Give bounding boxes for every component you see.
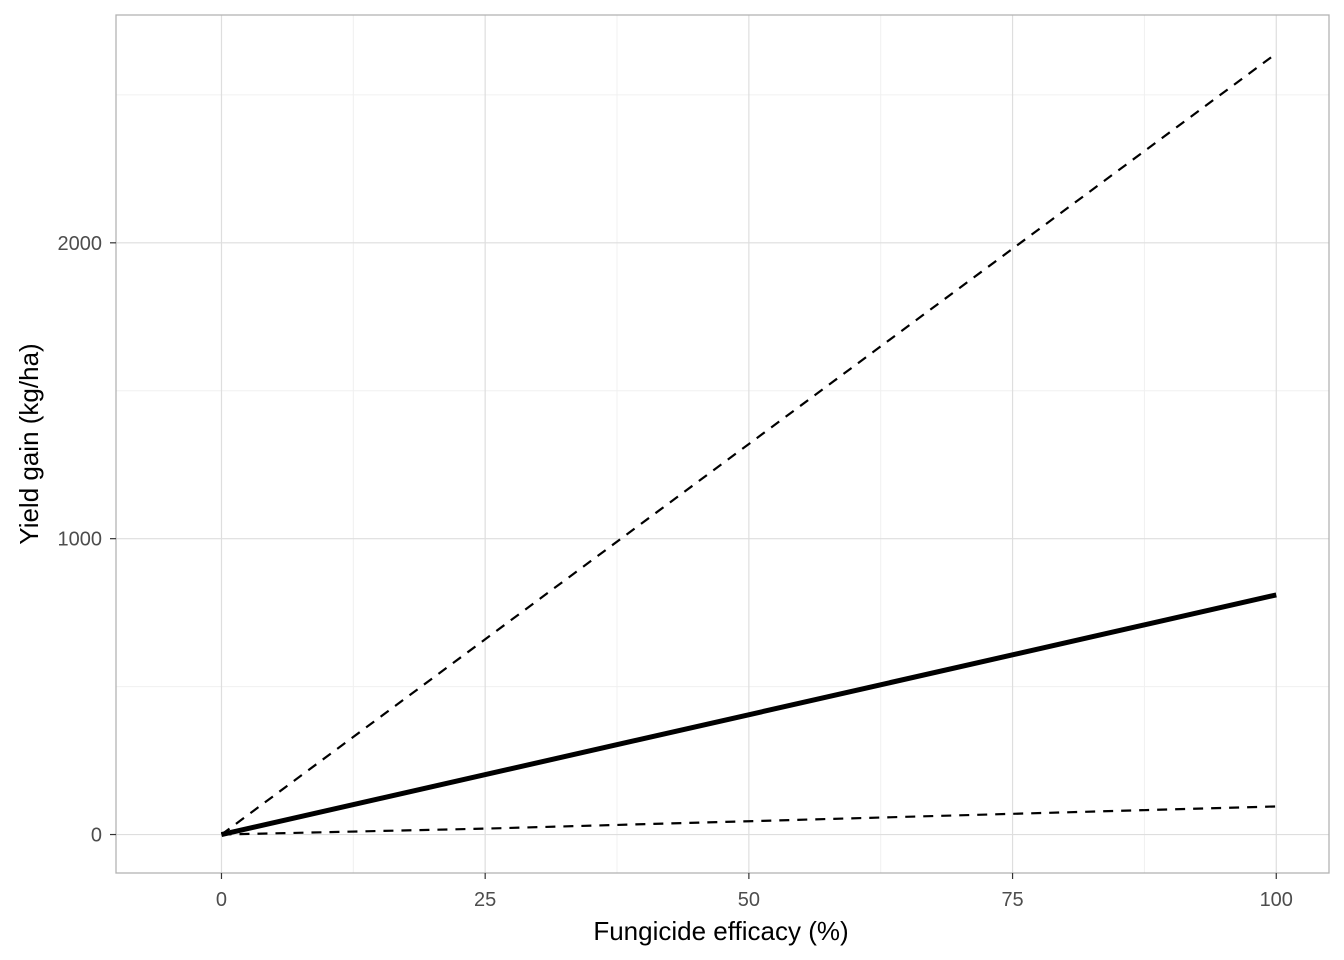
- x-tick-label: 100: [1260, 889, 1293, 911]
- series-line-dashed-2: [220, 52, 1277, 836]
- series-line-solid-1: [220, 592, 1277, 837]
- major-gridlines: [116, 15, 1329, 873]
- y-axis-ticks: 0 1000 2000: [58, 233, 116, 847]
- y-tick-label: 2000: [58, 233, 103, 255]
- x-tick-label: 75: [1001, 889, 1023, 911]
- x-axis-ticks: 0 25 50 75 100: [216, 873, 1293, 911]
- y-tick-label: 1000: [58, 529, 103, 551]
- series-line-dashed-3: [221, 805, 1277, 836]
- y-axis-title: Yield gain (kg/ha): [14, 343, 44, 544]
- panel-border: [115, 14, 1330, 874]
- x-tick-label: 0: [216, 889, 227, 911]
- x-tick-label: 25: [474, 889, 496, 911]
- series-lines: [220, 52, 1277, 837]
- minor-gridlines: [116, 15, 1329, 873]
- x-tick-label: 50: [738, 889, 760, 911]
- y-tick-label: 0: [91, 825, 102, 847]
- x-axis-title: Fungicide efficacy (%): [593, 916, 848, 946]
